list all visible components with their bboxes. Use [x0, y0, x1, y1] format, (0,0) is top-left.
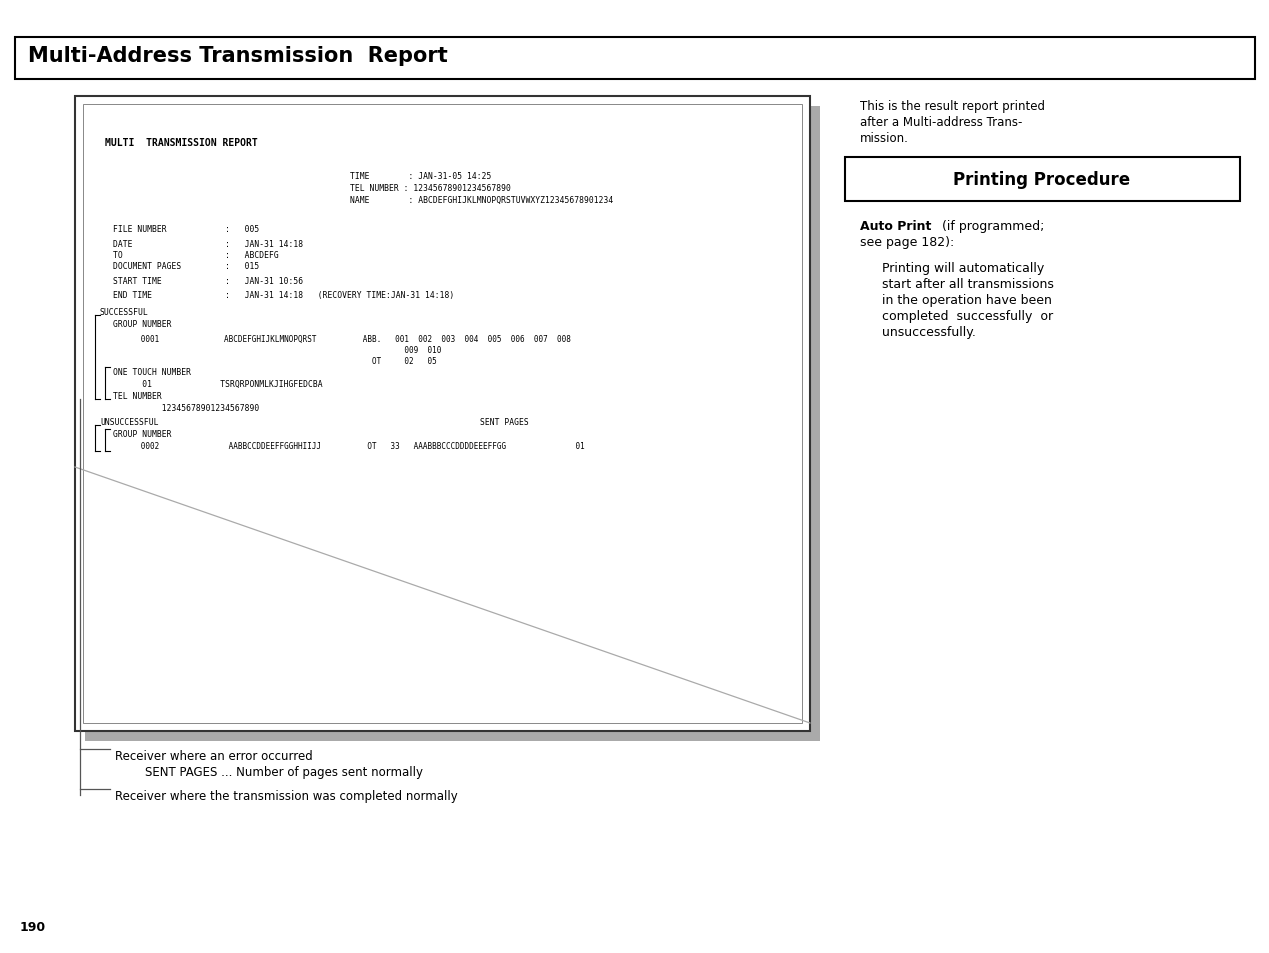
- Text: DATE                   :   JAN-31 14:18: DATE : JAN-31 14:18: [113, 240, 303, 249]
- Text: Printing will automatically: Printing will automatically: [882, 262, 1044, 274]
- Text: in the operation have been: in the operation have been: [882, 294, 1052, 307]
- Text: ONE TOUCH NUMBER: ONE TOUCH NUMBER: [113, 368, 192, 376]
- Text: see page 182):: see page 182):: [860, 235, 954, 249]
- Text: SENT PAGES: SENT PAGES: [480, 417, 529, 427]
- Text: 190: 190: [20, 920, 46, 933]
- Text: Receiver where the transmission was completed normally: Receiver where the transmission was comp…: [115, 789, 458, 802]
- Text: TEL NUMBER: TEL NUMBER: [113, 392, 161, 400]
- Text: This is the result report printed: This is the result report printed: [860, 100, 1044, 112]
- Text: DOCUMENT PAGES         :   015: DOCUMENT PAGES : 015: [113, 262, 259, 271]
- Text: SENT PAGES ... Number of pages sent normally: SENT PAGES ... Number of pages sent norm…: [145, 765, 423, 779]
- Text: mission.: mission.: [860, 132, 909, 145]
- Text: UNSUCCESSFUL: UNSUCCESSFUL: [100, 417, 159, 427]
- Text: START TIME             :   JAN-31 10:56: START TIME : JAN-31 10:56: [113, 276, 303, 286]
- Text: unsuccessfully.: unsuccessfully.: [882, 326, 976, 338]
- Text: 009  010: 009 010: [113, 346, 442, 355]
- Text: start after all transmissions: start after all transmissions: [882, 277, 1053, 291]
- Text: OT     02   05: OT 02 05: [113, 356, 437, 366]
- Text: Printing Procedure: Printing Procedure: [953, 171, 1131, 189]
- Text: Auto Print: Auto Print: [860, 220, 931, 233]
- Text: (if programmed;: (if programmed;: [938, 220, 1044, 233]
- Bar: [15, 38, 1255, 80]
- Text: 0001              ABCDEFGHIJKLMNOPQRST          ABB.   001  002  003  004  005  : 0001 ABCDEFGHIJKLMNOPQRST ABB. 001 002 0…: [113, 335, 571, 344]
- Text: MULTI  TRANSMISSION REPORT: MULTI TRANSMISSION REPORT: [105, 138, 258, 148]
- Bar: [75, 97, 810, 731]
- Text: END TIME               :   JAN-31 14:18   (RECOVERY TIME:JAN-31 14:18): END TIME : JAN-31 14:18 (RECOVERY TIME:J…: [113, 291, 454, 299]
- Text: 0002               AABBCCDDEEFFGGHHIIJJ          OT   33   AAABBBCCCDDDDEEEFFGG : 0002 AABBCCDDEEFFGGHHIIJJ OT 33 AAABBBCC…: [113, 441, 585, 451]
- Text: GROUP NUMBER: GROUP NUMBER: [113, 430, 171, 438]
- Bar: [85, 107, 820, 741]
- Text: completed  successfully  or: completed successfully or: [882, 310, 1053, 323]
- Text: TEL NUMBER : 12345678901234567890: TEL NUMBER : 12345678901234567890: [350, 184, 511, 193]
- Bar: [82, 105, 802, 723]
- Text: 01              TSRQRPONMLKJIHGFEDCBA: 01 TSRQRPONMLKJIHGFEDCBA: [113, 379, 322, 389]
- Text: 12345678901234567890: 12345678901234567890: [113, 403, 259, 413]
- Bar: [845, 158, 1240, 202]
- Text: Receiver where an error occurred: Receiver where an error occurred: [115, 749, 312, 762]
- Text: GROUP NUMBER: GROUP NUMBER: [113, 319, 171, 329]
- Text: TIME        : JAN-31-05 14:25: TIME : JAN-31-05 14:25: [350, 172, 491, 181]
- Text: FILE NUMBER            :   005: FILE NUMBER : 005: [113, 225, 259, 233]
- Text: NAME        : ABCDEFGHIJKLMNOPQRSTUVWXYZ12345678901234: NAME : ABCDEFGHIJKLMNOPQRSTUVWXYZ1234567…: [350, 195, 613, 205]
- Text: TO                     :   ABCDEFG: TO : ABCDEFG: [113, 251, 279, 260]
- Text: SUCCESSFUL: SUCCESSFUL: [100, 308, 148, 316]
- Text: after a Multi-address Trans-: after a Multi-address Trans-: [860, 116, 1023, 129]
- Text: Multi-Address Transmission  Report: Multi-Address Transmission Report: [28, 46, 448, 66]
